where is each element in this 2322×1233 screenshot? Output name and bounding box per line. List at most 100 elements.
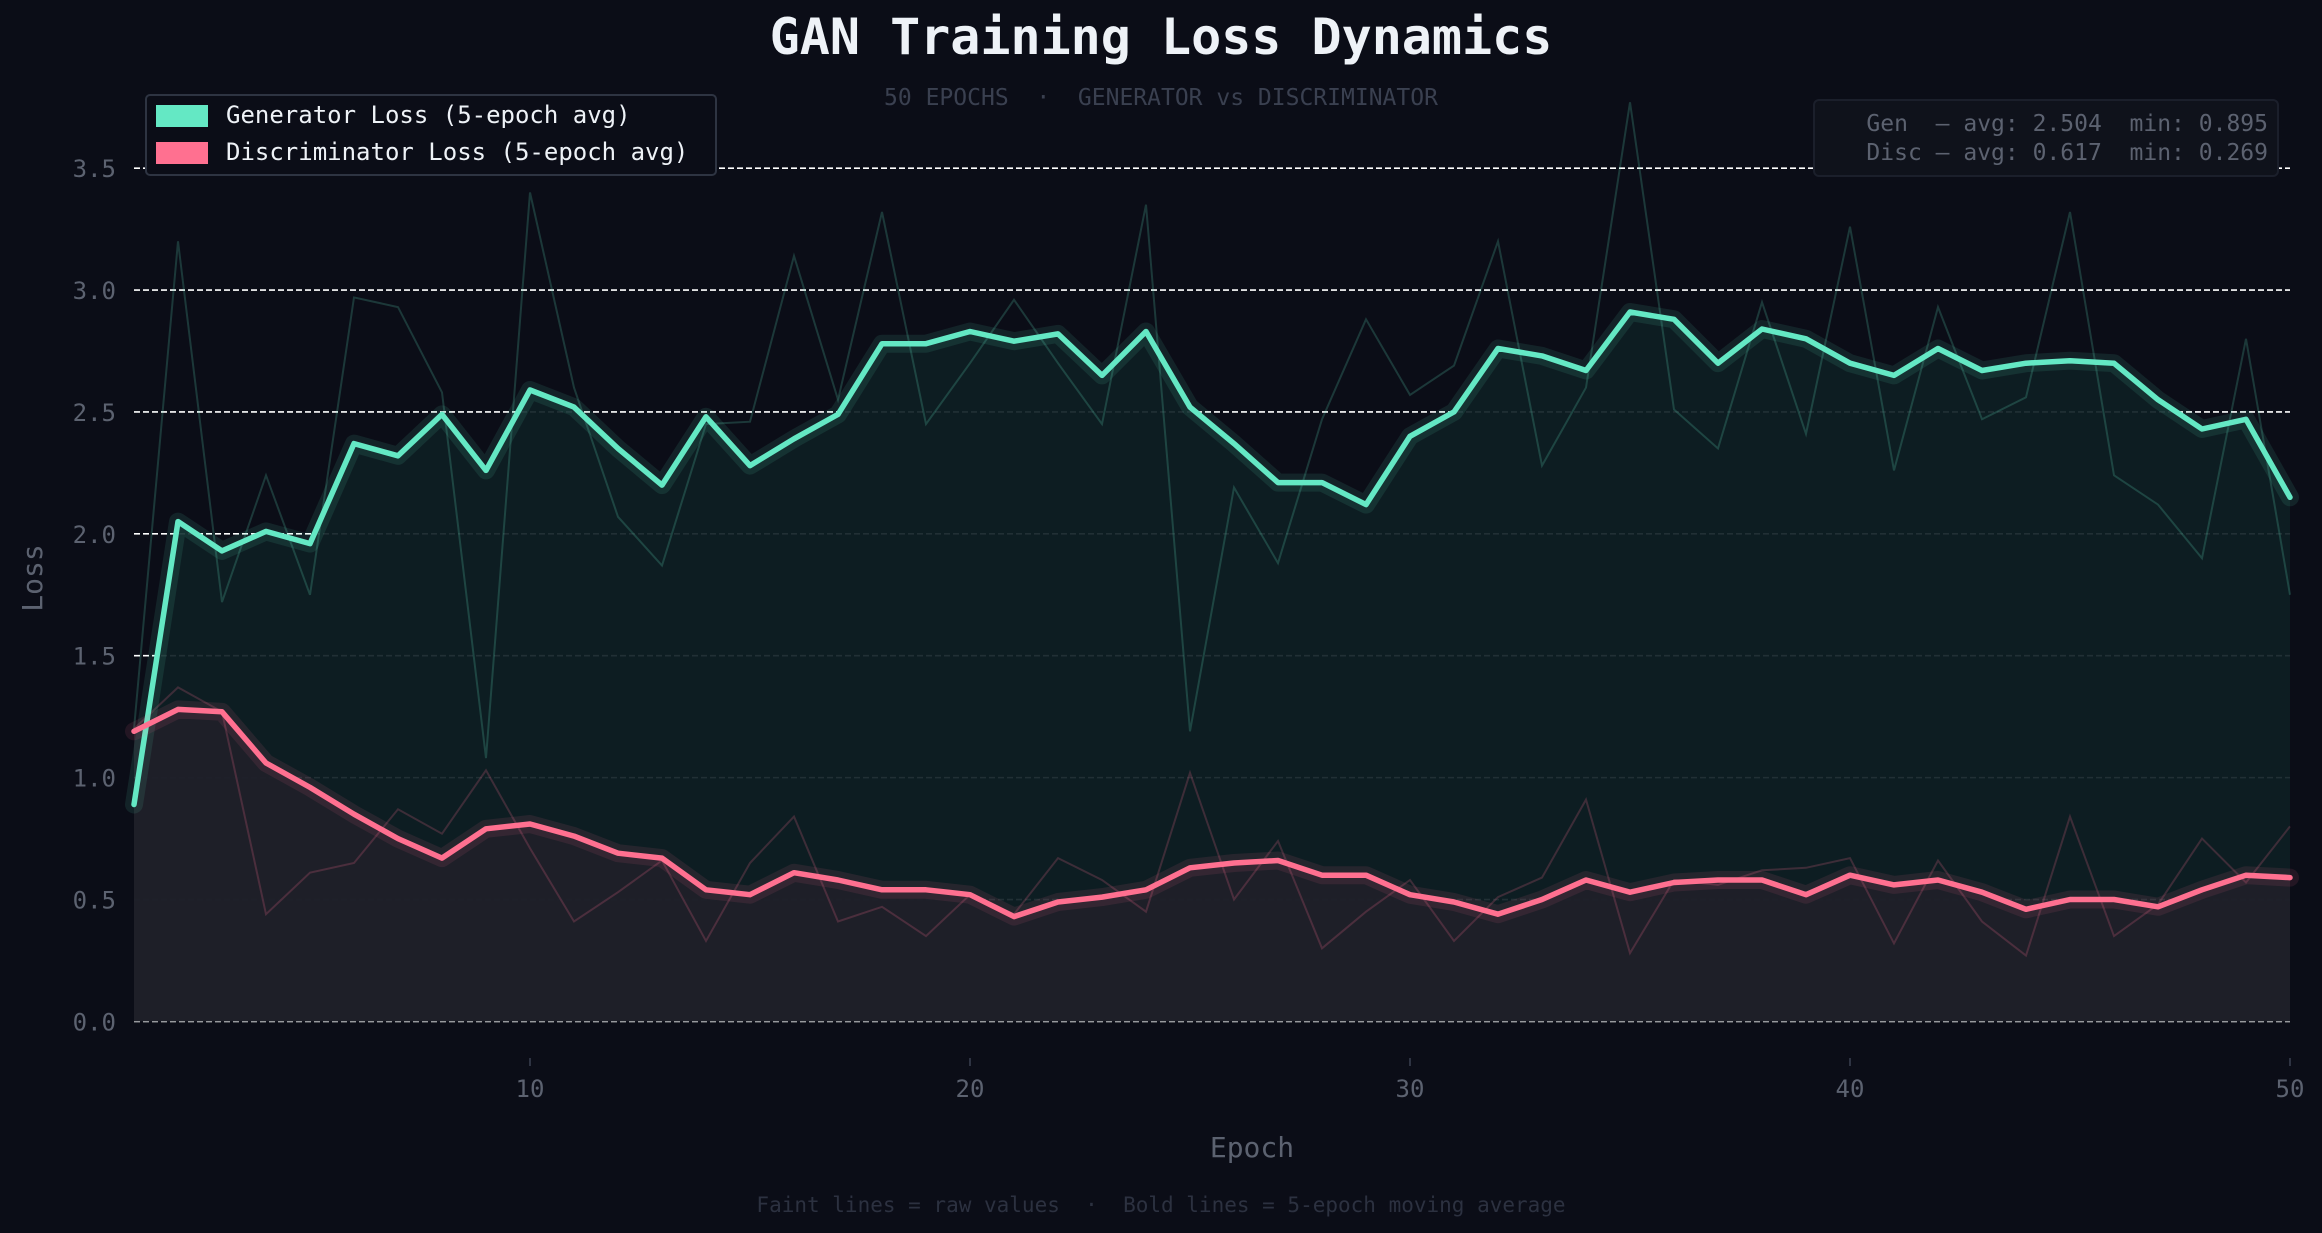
- generator-point: [2067, 358, 2073, 364]
- generator-point: [1451, 409, 1457, 415]
- generator-point: [2155, 397, 2161, 403]
- discriminator-point: [1451, 899, 1457, 905]
- discriminator-point: [1803, 892, 1809, 898]
- generator-point: [1715, 360, 1721, 366]
- discriminator-point: [659, 855, 665, 861]
- generator-point: [1803, 336, 1809, 342]
- generator-point: [1055, 331, 1061, 337]
- generator-point: [1099, 372, 1105, 378]
- generator-point: [615, 446, 621, 452]
- generator-point: [1231, 441, 1237, 447]
- discriminator-point: [1759, 877, 1765, 883]
- discriminator-point: [1627, 889, 1633, 895]
- legend-label-discriminator: Discriminator Loss (5-epoch avg): [226, 138, 688, 166]
- generator-point: [1275, 480, 1281, 486]
- chart-title: GAN Training Loss Dynamics: [770, 8, 1553, 66]
- y-tick-label: 0.0: [73, 1008, 116, 1036]
- legend-box: [145, 94, 717, 176]
- discriminator-point: [1671, 880, 1677, 886]
- discriminator-point: [2111, 897, 2117, 903]
- discriminator-point: [967, 892, 973, 898]
- stats-generator: Gen — avg: 2.504 min: 0.895: [1866, 111, 2268, 137]
- generator-point: [1187, 404, 1193, 410]
- chart-subtitle: 50 EPOCHS · GENERATOR vs DISCRIMINATOR: [884, 85, 1438, 111]
- x-axis-label: Epoch: [1210, 1131, 1294, 1164]
- generator-point: [2243, 416, 2249, 422]
- discriminator-point: [615, 850, 621, 856]
- y-axis-label: Loss: [16, 544, 49, 611]
- y-tick-label: 2.0: [73, 521, 116, 549]
- generator-point: [1759, 326, 1765, 332]
- y-tick-label: 2.5: [73, 399, 116, 427]
- x-tick-label: 50: [2276, 1075, 2305, 1103]
- legend: Generator Loss (5-epoch avg) Discriminat…: [145, 94, 717, 176]
- discriminator-point: [1099, 894, 1105, 900]
- generator-point: [835, 411, 841, 417]
- discriminator-point: [2067, 897, 2073, 903]
- discriminator-point: [395, 836, 401, 842]
- discriminator-point: [1275, 858, 1281, 864]
- generator-point: [879, 341, 885, 347]
- discriminator-point: [571, 833, 577, 839]
- generator-point: [1847, 360, 1853, 366]
- generator-point: [439, 411, 445, 417]
- y-tick-label: 1.5: [73, 643, 116, 671]
- generator-point: [703, 414, 709, 420]
- generator-point: [483, 467, 489, 473]
- generator-point: [2287, 494, 2293, 500]
- discriminator-point: [923, 887, 929, 893]
- smoothed-lines: [125, 303, 2299, 926]
- x-tick-label: 40: [1836, 1075, 1865, 1103]
- generator-point: [1935, 346, 1941, 352]
- generator-point: [1627, 309, 1633, 315]
- generator-point: [1495, 346, 1501, 352]
- discriminator-point: [2023, 906, 2029, 912]
- y-tick-label: 3.0: [73, 277, 116, 305]
- generator-point: [1979, 368, 1985, 374]
- discriminator-point: [1847, 872, 1853, 878]
- discriminator-point: [1407, 892, 1413, 898]
- discriminator-point: [1539, 897, 1545, 903]
- discriminator-point: [131, 728, 137, 734]
- generator-point: [2023, 360, 2029, 366]
- generator-point: [1319, 480, 1325, 486]
- y-tick-label: 1.0: [73, 765, 116, 793]
- discriminator-point: [1231, 860, 1237, 866]
- discriminator-point: [747, 892, 753, 898]
- generator-point: [967, 329, 973, 335]
- discriminator-point: [483, 826, 489, 832]
- discriminator-point: [2155, 904, 2161, 910]
- stats-box-background: [1813, 99, 2279, 177]
- generator-point: [175, 519, 181, 525]
- discriminator-point: [219, 709, 225, 715]
- generator-point: [1539, 353, 1545, 359]
- discriminator-point: [263, 760, 269, 766]
- discriminator-point: [1143, 887, 1149, 893]
- generator-point: [527, 387, 533, 393]
- generator-area-fill: [134, 312, 2290, 1022]
- discriminator-point: [2199, 887, 2205, 893]
- discriminator-raw-line: [133, 686, 2291, 958]
- generator-point: [747, 463, 753, 469]
- generator-point: [395, 453, 401, 459]
- discriminator-point: [439, 855, 445, 861]
- generator-point: [263, 528, 269, 534]
- generator-point: [307, 541, 313, 547]
- discriminator-point: [1319, 872, 1325, 878]
- axis-ticks: 0.0 0.5 1.0 1.5 2.0 2.5 3.0 3.5 10 20 30 40 50: [73, 155, 2305, 1103]
- generator-point: [1011, 338, 1017, 344]
- generator-point: [2111, 360, 2117, 366]
- generator-raw-line: [133, 102, 2291, 759]
- discriminator-point: [2243, 872, 2249, 878]
- discriminator-point: [1495, 911, 1501, 917]
- discriminator-point: [1979, 889, 1985, 895]
- discriminator-point: [703, 887, 709, 893]
- generator-point: [1143, 329, 1149, 335]
- discriminator-point: [1055, 899, 1061, 905]
- stats-discriminator: Disc — avg: 0.617 min: 0.269: [1866, 140, 2268, 166]
- legend-swatch-discriminator: [156, 142, 208, 164]
- discriminator-point: [1363, 872, 1369, 878]
- discriminator-point: [1891, 882, 1897, 888]
